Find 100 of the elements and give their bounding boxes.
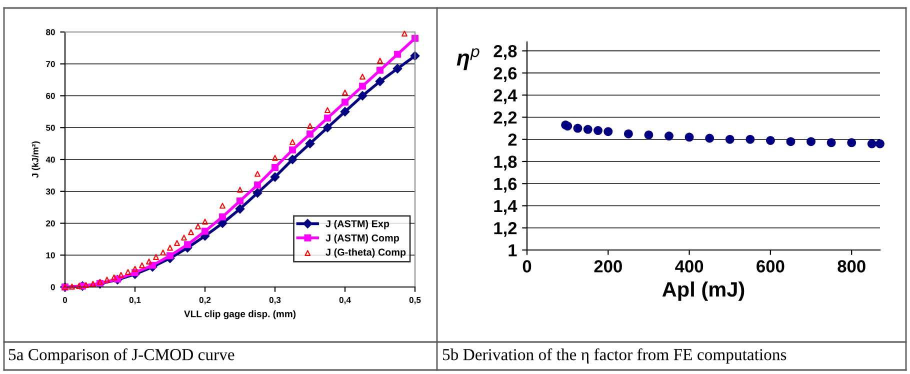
point — [359, 82, 366, 90]
point — [573, 124, 582, 133]
point — [392, 64, 402, 74]
text: 5b Derivation of the η factor from FE computations — [442, 348, 786, 364]
point — [786, 137, 796, 146]
point — [235, 204, 245, 214]
point — [69, 284, 75, 290]
y-tick-label: 60 — [46, 92, 55, 99]
point — [236, 197, 244, 204]
y-tick-label: 1 — [508, 244, 517, 256]
x-tick-label: 400 — [675, 260, 704, 272]
x-tick-label: 0 — [522, 260, 532, 272]
x-tick-label: 0 — [62, 296, 68, 304]
point — [806, 137, 816, 146]
point — [746, 134, 755, 144]
y-tick-label: 1,6 — [494, 178, 517, 193]
point — [166, 252, 174, 260]
point — [402, 30, 408, 37]
point — [125, 269, 131, 275]
point — [174, 240, 180, 246]
y-tick-label: 2,6 — [494, 67, 517, 82]
point — [160, 250, 166, 256]
y-tick-label: 2,2 — [494, 111, 517, 126]
point — [876, 139, 884, 148]
x-tick-label: 800 — [838, 260, 866, 272]
x-tick-label: 0,3 — [269, 296, 281, 304]
point — [118, 272, 124, 278]
point — [181, 234, 187, 241]
point — [766, 136, 775, 145]
legend-label: J (ASTM) Comp — [326, 234, 400, 244]
point — [340, 107, 350, 116]
point — [111, 274, 117, 280]
point — [644, 130, 654, 140]
point — [146, 258, 152, 264]
point — [254, 182, 261, 188]
point — [664, 132, 674, 141]
point — [90, 280, 96, 287]
y-tick-label: 1,8 — [494, 156, 517, 170]
point — [342, 98, 348, 106]
point — [826, 138, 836, 148]
x-axis-title: VLL clip gage disp. (mm) — [184, 310, 296, 320]
y-tick-label: 0 — [50, 284, 55, 290]
point — [272, 164, 278, 171]
point — [202, 218, 208, 225]
y-axis-title: η$^{p}$ — [456, 48, 480, 70]
x-tick-label: 600 — [756, 260, 784, 272]
x-tick-label: 0,1 — [129, 296, 141, 304]
point — [624, 129, 633, 138]
text: 5a Comparison of J-CMOD curve — [8, 348, 234, 364]
point — [360, 74, 366, 80]
point — [184, 241, 191, 248]
point — [394, 50, 401, 58]
point — [583, 124, 592, 134]
point — [289, 146, 296, 154]
point — [270, 172, 280, 182]
y-tick-label: 1,4 — [494, 200, 518, 215]
legend-label: J (G-theta) Comp — [326, 248, 406, 258]
point — [594, 126, 603, 136]
point — [847, 138, 856, 148]
point — [684, 132, 694, 142]
y-tick-label: 1,2 — [494, 222, 517, 237]
point — [705, 134, 714, 143]
point — [324, 114, 331, 122]
point — [306, 130, 314, 138]
point — [604, 127, 613, 136]
legend-label: J (ASTM) Exp — [326, 220, 390, 230]
point — [254, 170, 260, 177]
point — [324, 107, 330, 114]
point — [342, 90, 348, 96]
point — [188, 229, 194, 236]
point — [322, 123, 332, 132]
x-tick-label: 0,4 — [339, 296, 351, 304]
point — [132, 266, 138, 272]
point — [375, 76, 385, 86]
point — [867, 139, 876, 148]
point — [76, 283, 82, 290]
y-tick-label: 80 — [46, 29, 55, 36]
point — [237, 186, 243, 193]
point — [307, 123, 313, 129]
y-tick-label: 70 — [46, 60, 55, 68]
point — [153, 254, 159, 260]
point — [412, 34, 418, 42]
x-tick-label: 0,5 — [409, 296, 421, 304]
y-tick-label: 10 — [46, 252, 55, 258]
point — [377, 58, 383, 64]
point — [139, 262, 145, 268]
point — [272, 154, 278, 161]
y-tick-label: 50 — [46, 124, 55, 131]
point — [104, 276, 110, 283]
point — [195, 223, 201, 230]
point — [219, 213, 226, 220]
y-tick-label: 2,4 — [494, 89, 518, 104]
point — [83, 282, 89, 288]
point — [167, 244, 173, 251]
point — [220, 202, 226, 209]
y-tick-label: 2,8 — [494, 45, 517, 60]
y-tick-label: 2 — [508, 134, 517, 146]
point — [252, 188, 262, 198]
x-tick-label: 0,2 — [199, 296, 211, 304]
point — [358, 91, 368, 100]
